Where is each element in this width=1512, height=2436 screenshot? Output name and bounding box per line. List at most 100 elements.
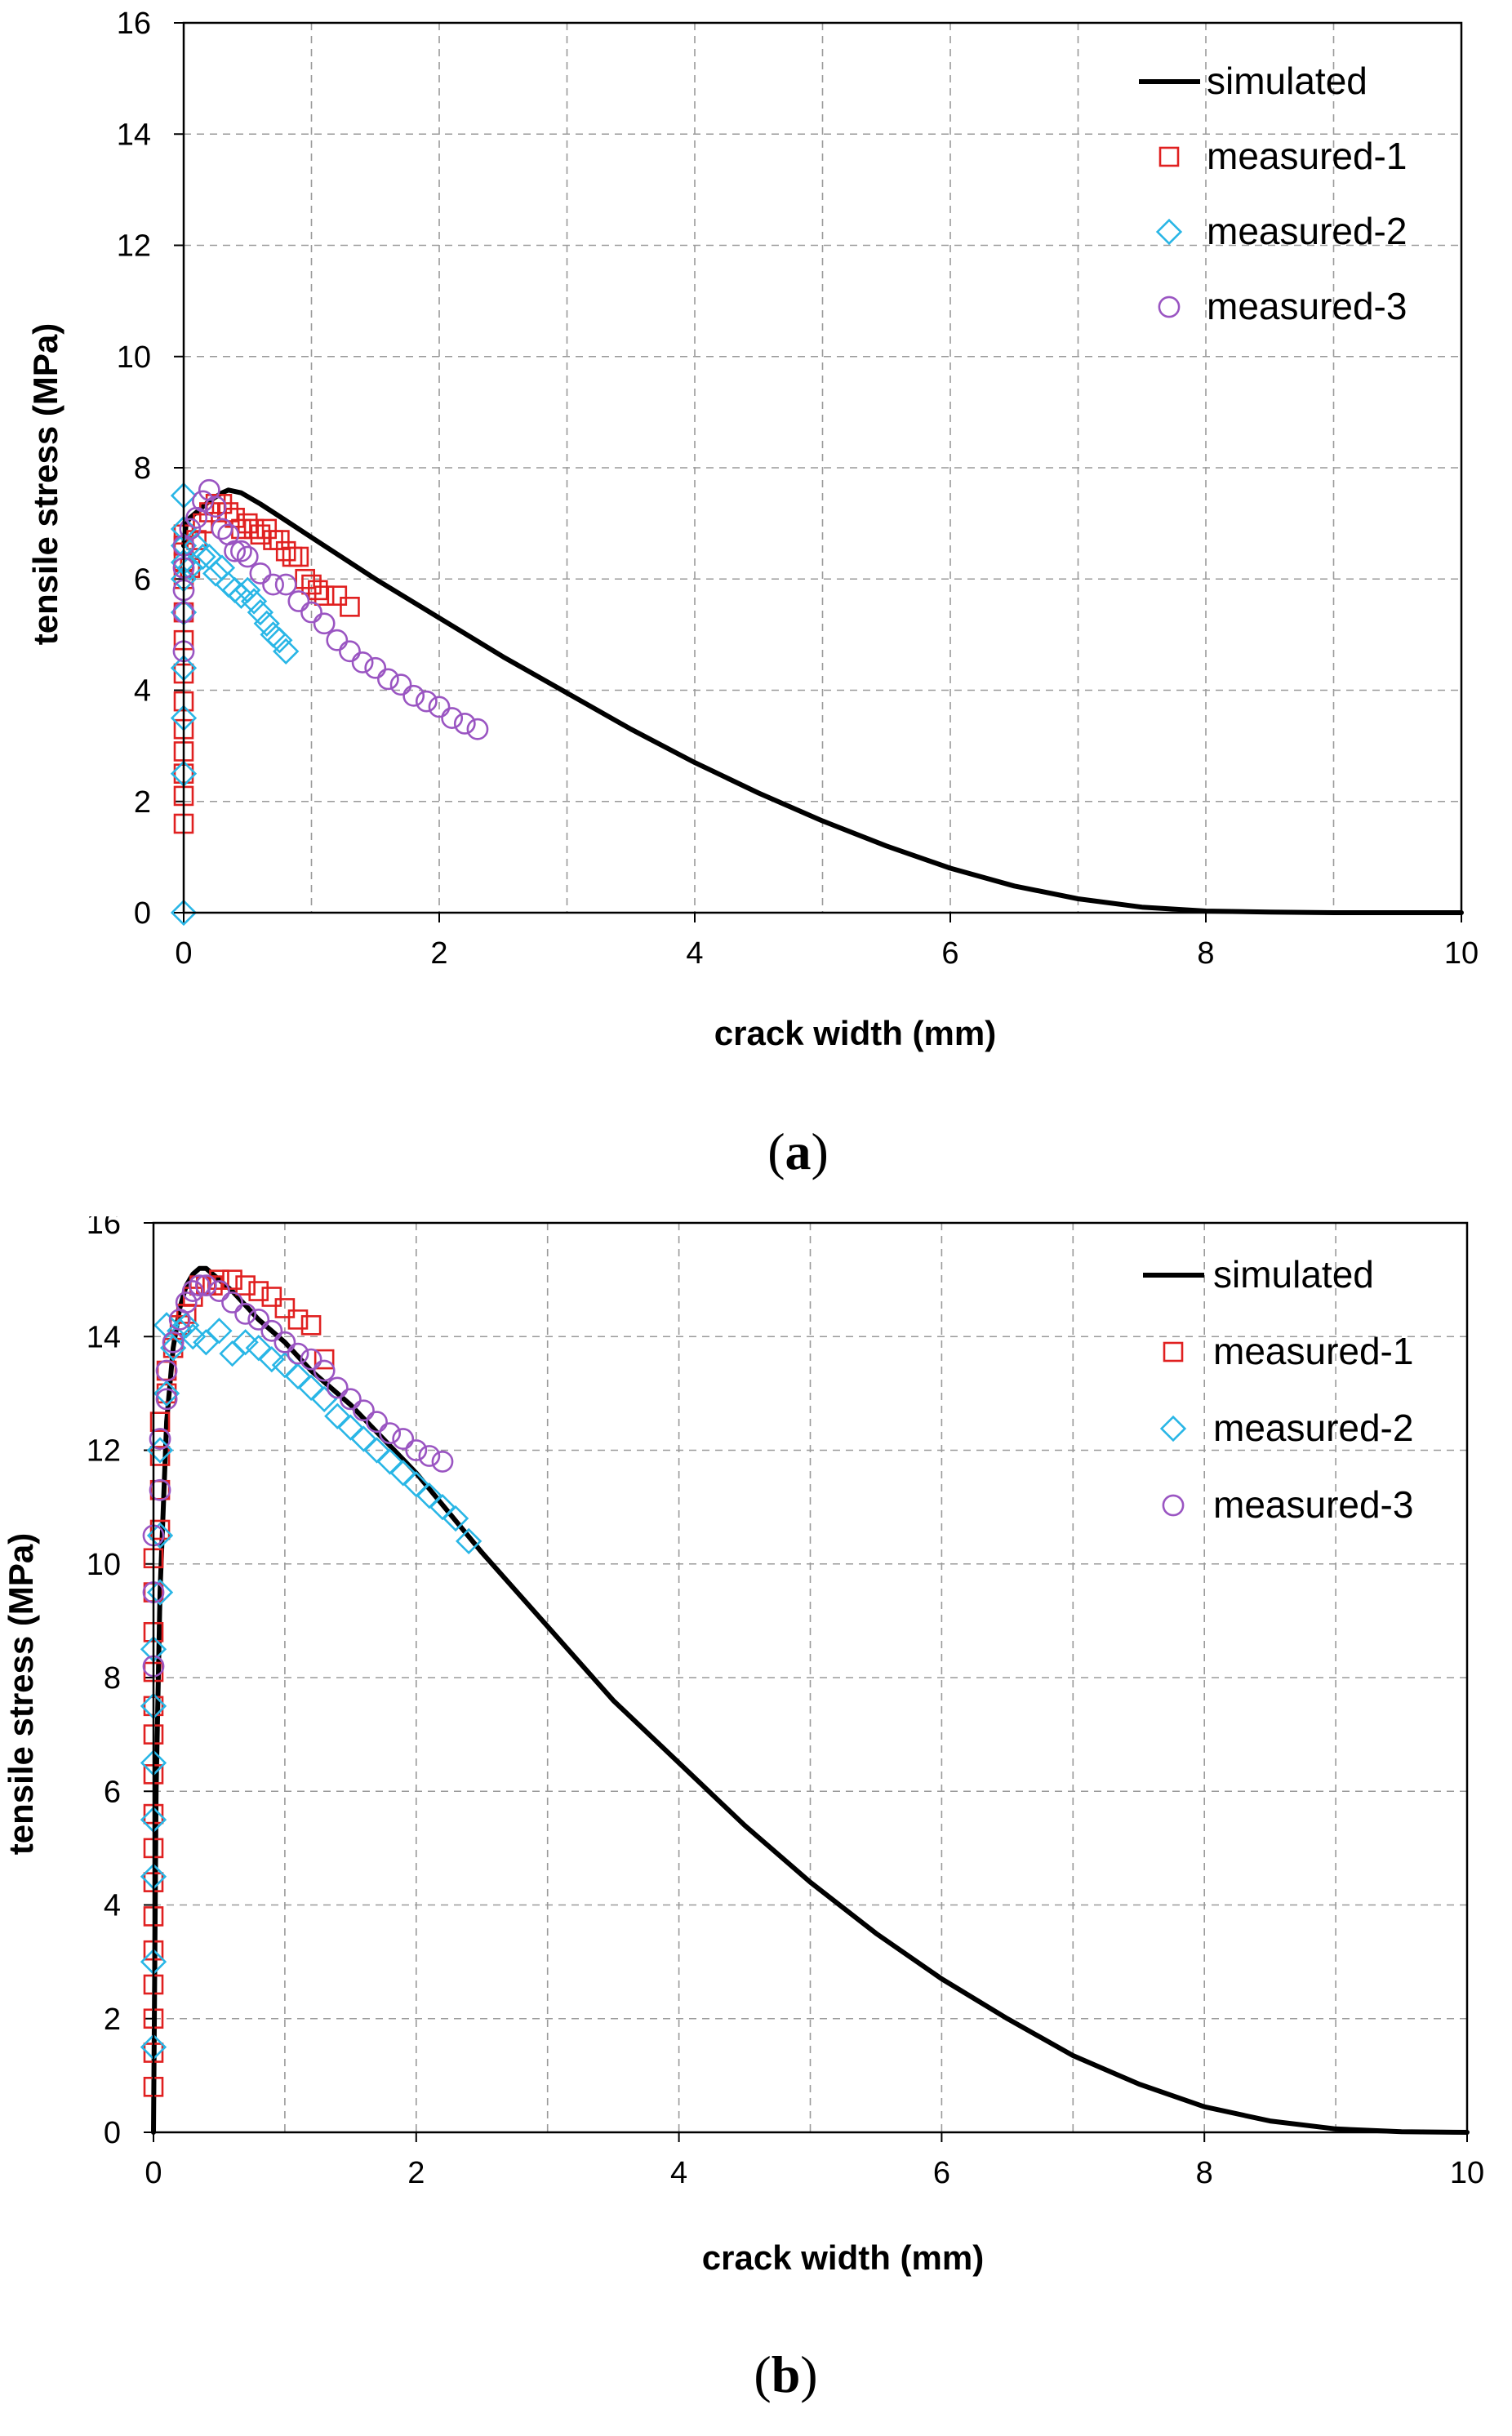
chart-b-measured-3-point <box>149 1478 171 1501</box>
chart-a-measured-3-point <box>441 707 464 729</box>
chart-a-measured-1-point <box>275 540 296 562</box>
chart-a-x-tick-label: 8 <box>1197 936 1214 971</box>
chart-b-legend-label-simulated: simulated <box>1213 1253 1374 1296</box>
chart-b-y-tick-label: 2 <box>104 2003 121 2037</box>
chart-a-measured-3-point <box>351 651 374 673</box>
chart-b-measured-2-point <box>456 1527 483 1555</box>
chart-b-measured-2-point <box>153 1312 180 1339</box>
chart-a-measured-1-point <box>340 597 360 617</box>
chart-b-y-tick-label: 14 <box>87 1320 121 1354</box>
chart-b-svg: 0 2 4 6 8 10 0 2 4 6 8 10 12 14 16 simulated measured-1 m… <box>2 1216 1484 2403</box>
chart-b-measured-1-point <box>209 1269 229 1290</box>
chart-a-measured-1-point <box>237 513 258 534</box>
chart-b-measured-2-point <box>337 1414 364 1441</box>
chart-a-measured-3-point <box>466 718 489 740</box>
chart-a-measured-1-point <box>193 513 213 534</box>
chart-b-measured-3-point <box>175 1291 198 1314</box>
chart-a-measured-2-point <box>183 532 210 559</box>
chart-panel-b: 0 2 4 6 8 10 0 2 4 6 8 10 12 14 16 simulated measured-1 m… <box>0 1216 1512 2436</box>
chart-b-panel-label: (b) <box>754 2345 817 2403</box>
chart-a-y-tick-label: 6 <box>134 562 151 597</box>
chart-b-measured-3-point <box>208 1280 230 1302</box>
chart-b-x-ticks: 0 2 4 6 8 10 <box>145 2132 1484 2190</box>
chart-b-frame <box>152 1221 1469 2134</box>
chart-b-x-tick-label: 0 <box>145 2156 162 2190</box>
chart-a-measured-3-point <box>287 590 310 612</box>
chart-b-measured-2-point <box>159 1335 187 1362</box>
chart-a-measured-1-point <box>327 585 348 606</box>
chart-b-measured-3-point <box>405 1439 428 1461</box>
chart-b-legend-swatch-measured-1 <box>1163 1341 1184 1362</box>
chart-a-legend-label-measured-2: measured-2 <box>1207 210 1407 252</box>
chart-a-measured-3-point <box>179 518 202 540</box>
chart-b-measured-3-point <box>418 1445 441 1467</box>
chart-b-measured-3-point <box>155 1388 178 1411</box>
chart-a-measured-3-point <box>204 496 227 518</box>
chart-b-measured-3-point <box>155 1359 178 1382</box>
chart-a-measured-3-point <box>300 601 322 624</box>
chart-b-y-axis-title: tensile stress (MPa) <box>2 1533 40 1856</box>
chart-b-measured-3-point <box>287 1342 309 1365</box>
chart-b-measured-1-point <box>235 1275 256 1296</box>
chart-a-measured-2-point <box>266 627 293 654</box>
chart-a-measured-1-point <box>295 568 315 589</box>
chart-b-measured-1-point <box>314 1349 335 1370</box>
chart-a-measured-1-point <box>314 585 335 606</box>
chart-a-y-tick-label: 10 <box>117 340 151 375</box>
chart-b-x-axis-title: crack width (mm) <box>702 2238 984 2277</box>
chart-a-measured-1-point <box>186 530 207 550</box>
chart-b-measured-3-point <box>194 1274 217 1296</box>
chart-a-measured-3-point <box>192 490 214 513</box>
chart-a-measured-1-point <box>180 558 201 578</box>
chart-b-measured-3-point <box>162 1331 185 1354</box>
chart-a-measured-1-point <box>288 546 309 567</box>
chart-b-grid <box>153 1223 1467 2132</box>
chart-b-measured-3-point <box>300 1348 322 1371</box>
chart-b-measured-3-point <box>431 1451 454 1473</box>
chart-a-legend-label-measured-3: measured-3 <box>1207 285 1407 327</box>
chart-b-measured-3-point <box>392 1428 415 1450</box>
chart-b-legend: simulated measured-1 measured-2 measured-3 <box>1143 1253 1413 1526</box>
chart-b-measured-1-point <box>202 1275 223 1296</box>
chart-b-measured-2-point <box>389 1460 416 1487</box>
chart-b-measured-1-point <box>149 1446 171 1466</box>
chart-a-x-tick-label: 10 <box>1444 936 1479 971</box>
chart-b-measured-3-point <box>313 1359 336 1382</box>
chart-b-measured-3-point <box>326 1376 349 1399</box>
chart-a-measured-2-point <box>253 610 280 637</box>
chart-a-legend-label-measured-1: measured-1 <box>1207 135 1407 177</box>
chart-b-legend-swatch-measured-2 <box>1159 1415 1187 1442</box>
chart-b-measured-1-point <box>248 1281 269 1301</box>
chart-b-measured-2-point <box>402 1471 429 1498</box>
chart-b-measured-2-point <box>350 1425 377 1452</box>
chart-b-y-tick-label: 12 <box>87 1434 121 1469</box>
chart-a-y-tick-label: 0 <box>134 896 151 931</box>
chart-b-measured-3-point <box>247 1308 270 1331</box>
chart-a-measured-1-point <box>269 530 290 550</box>
chart-b-measured-3-point <box>260 1319 283 1342</box>
chart-a-y-ticks: 0 2 4 6 8 10 12 14 16 <box>117 7 184 931</box>
chart-a-measured-1-point <box>250 524 271 545</box>
chart-b-measured-1-point <box>274 1298 296 1318</box>
chart-a-x-tick-label: 4 <box>686 936 703 971</box>
chart-b-measured-2-point <box>442 1505 469 1532</box>
chart-b-measured-3-point <box>188 1274 211 1296</box>
chart-a-measured-3-point <box>339 640 361 663</box>
chart-a-measured-1-point <box>308 580 328 601</box>
chart-a-measured-3-point <box>326 629 349 651</box>
chart-a-y-tick-label: 4 <box>134 674 151 709</box>
chart-a-measured-3-point <box>230 540 252 562</box>
chart-a-measured-2-point <box>189 543 216 571</box>
chart-b-measured-2-point <box>376 1448 403 1475</box>
chart-a-measured-3-point <box>211 518 233 540</box>
chart-a-y-axis-title: tensile stress (MPa) <box>26 323 64 646</box>
chart-b-measured-2-point <box>173 1312 200 1339</box>
chart-b-y-tick-label: 10 <box>87 1548 121 1582</box>
chart-a-y-tick-label: 8 <box>134 451 151 486</box>
chart-b-x-tick-label: 10 <box>1450 2156 1484 2190</box>
chart-b-measured-2-point <box>232 1329 259 1356</box>
chart-b-x-tick-label: 4 <box>670 2156 687 2190</box>
chart-a-x-tick-label: 0 <box>175 936 192 971</box>
chart-b-y-tick-label: 16 <box>87 1216 121 1241</box>
chart-a-measured-3-point <box>249 562 272 585</box>
